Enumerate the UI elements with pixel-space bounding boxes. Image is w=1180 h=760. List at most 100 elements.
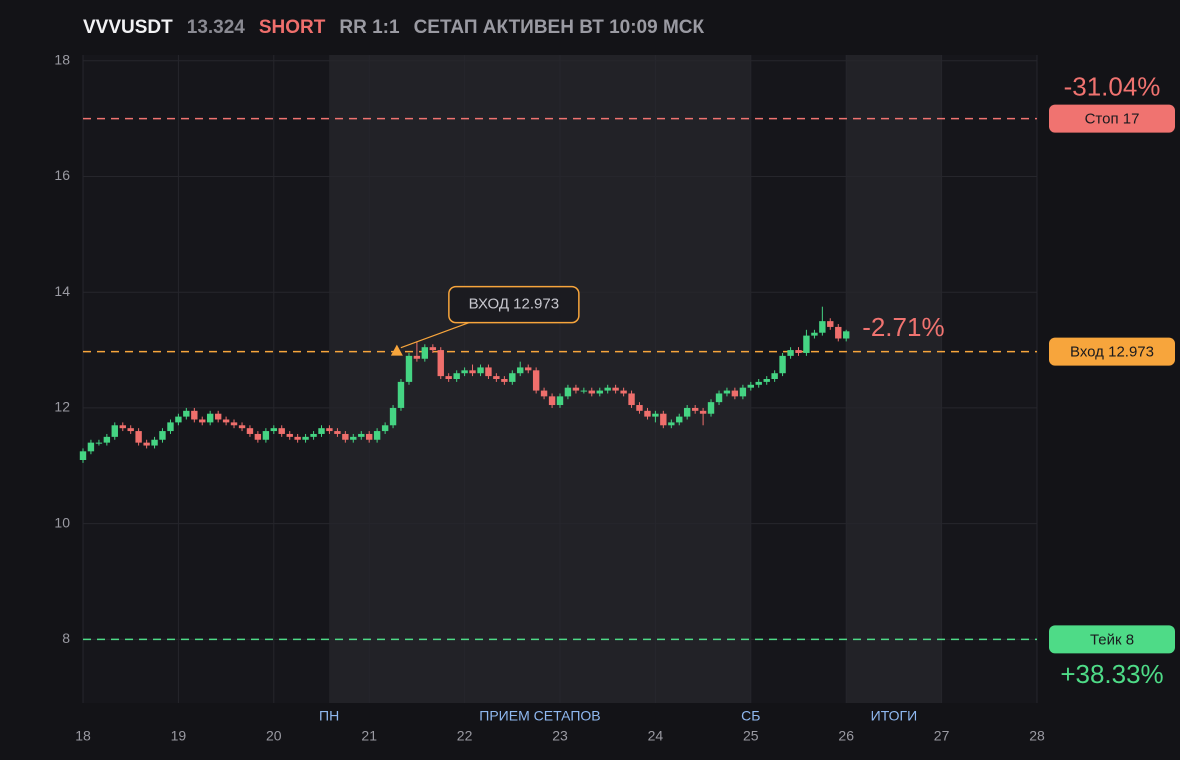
candle-body [525, 367, 532, 371]
candle-body [222, 419, 230, 423]
candle-body [199, 419, 206, 423]
candle-body [159, 431, 166, 440]
candle-body [636, 405, 643, 411]
candle-body [318, 428, 325, 434]
candle-body [143, 442, 150, 446]
candle-body [453, 373, 460, 379]
current-change: -2.71% [862, 312, 944, 342]
candle-body [342, 433, 349, 440]
session-marker: СБ [741, 708, 760, 724]
candle-body [715, 393, 723, 403]
candle-body [747, 384, 754, 388]
level-badge [1049, 625, 1175, 654]
candle-body [612, 387, 619, 391]
level-change: +38.33% [1060, 659, 1163, 689]
candle-body [493, 376, 500, 379]
candle-body [413, 355, 421, 359]
candle-body [540, 390, 548, 397]
level-label: Тейк 8 [1090, 631, 1134, 648]
candle-body [445, 376, 452, 379]
level-label: Вход 12.973 [1070, 344, 1154, 361]
candle-body [95, 442, 103, 444]
candle-body [771, 373, 778, 379]
candle-body [127, 428, 134, 432]
candle-body [230, 422, 238, 426]
session-label: ИТОГИ [871, 708, 918, 724]
y-tick-label: 10 [54, 514, 70, 530]
candle-body [381, 425, 389, 432]
candle-body [294, 436, 301, 440]
candle-body [787, 350, 794, 356]
callout-text: ВХОД 12.973 [469, 296, 559, 313]
candle-body [485, 367, 492, 377]
candle-body [429, 347, 437, 351]
x-tick-label: 28 [1029, 728, 1045, 744]
y-tick-label: 12 [54, 399, 70, 415]
candle-body [262, 431, 270, 440]
candle-body [270, 428, 277, 432]
candle-body [779, 355, 786, 374]
candle-body [79, 451, 87, 460]
candle-body [843, 331, 850, 339]
x-tick-label: 21 [361, 728, 377, 744]
candle-body [532, 370, 540, 391]
candle-body [580, 390, 588, 392]
session-marker: ПН [319, 708, 339, 724]
candle-body [389, 407, 397, 426]
candle-body [397, 381, 405, 408]
candle-body [254, 433, 262, 440]
candle-body [604, 387, 611, 391]
x-tick-label: 25 [743, 728, 759, 744]
callout-line [400, 322, 470, 349]
level-label: Стоп 17 [1085, 111, 1140, 128]
candle-body [572, 387, 580, 391]
callout-box [448, 285, 580, 324]
candle-body [477, 367, 484, 374]
candle-body [723, 390, 731, 394]
candle-body [803, 335, 810, 353]
header: VVVUSDT 13.324 SHORT RR 1:1 СЕТАП АКТИВЕН ВТ… [83, 17, 705, 38]
candle-body [739, 387, 747, 397]
candle-body [151, 439, 158, 446]
candle-body [334, 431, 341, 434]
candle-body [644, 410, 651, 417]
x-tick-label: 24 [648, 728, 664, 744]
candle-body [660, 413, 667, 426]
candle-body [596, 390, 603, 394]
candle-body [755, 381, 762, 385]
candle-body [668, 422, 675, 426]
y-tick-label: 16 [54, 167, 70, 183]
candle-body [707, 402, 715, 414]
candle-body [246, 428, 254, 434]
candle-body [548, 396, 556, 406]
candle-body [501, 379, 508, 382]
x-tick-label: 23 [552, 728, 568, 744]
session-label: ПРИЕМ СЕТАПОВ [479, 708, 600, 724]
candle-body [628, 393, 635, 406]
level-change: -31.04% [1064, 72, 1161, 102]
x-tick-label: 27 [934, 728, 950, 744]
candle-body [699, 410, 707, 414]
candle-body [191, 410, 198, 420]
candle-body [437, 350, 444, 377]
candle-body [691, 407, 699, 411]
x-tick-label: 19 [171, 728, 187, 744]
candle-body [167, 422, 174, 432]
candle-body [350, 436, 357, 440]
candle-body [509, 373, 516, 382]
x-tick-label: 26 [838, 728, 854, 744]
candle-body [405, 355, 413, 382]
candle-body [421, 347, 429, 359]
y-tick-label: 14 [54, 283, 70, 299]
rr: RR 1:1 [339, 17, 400, 38]
y-tick-label: 8 [62, 630, 70, 646]
candle-body [87, 442, 95, 452]
candle-body [811, 332, 818, 336]
candle-body [652, 413, 659, 417]
candle-body [763, 379, 770, 382]
candle-body [175, 416, 182, 423]
candle-body [111, 425, 118, 437]
candle-body [676, 416, 683, 423]
y-tick-label: 18 [54, 51, 70, 67]
